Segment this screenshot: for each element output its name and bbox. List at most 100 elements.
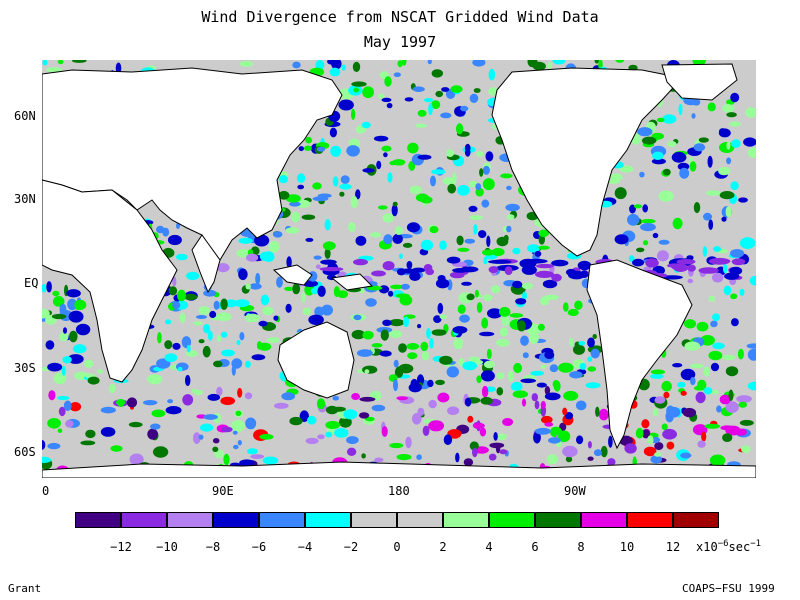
divergence-blob (540, 296, 550, 306)
colorbar-tick-label: −8 (205, 540, 221, 554)
divergence-blob (521, 398, 527, 407)
divergence-blob (481, 317, 489, 329)
divergence-blob (321, 304, 333, 316)
divergence-blob (128, 421, 143, 428)
divergence-blob (429, 226, 439, 234)
divergence-blob (317, 193, 332, 198)
divergence-blob (446, 149, 455, 157)
divergence-blob (736, 395, 752, 403)
divergence-blob (726, 141, 731, 150)
divergence-blob (213, 300, 220, 310)
divergence-blob (310, 287, 319, 295)
divergence-blob (483, 294, 493, 302)
itcz-blob (645, 258, 659, 268)
divergence-blob (67, 354, 84, 364)
divergence-blob (701, 431, 707, 442)
lat-label-30s: 30S (14, 361, 36, 375)
divergence-blob (562, 445, 578, 458)
colorbar-tick-label: −10 (156, 540, 178, 554)
divergence-blob (689, 161, 697, 172)
divergence-blob (398, 343, 407, 353)
divergence-blob (351, 329, 366, 340)
divergence-blob (433, 315, 442, 323)
divergence-blob (576, 435, 584, 445)
divergence-blob (358, 412, 370, 419)
divergence-blob (216, 335, 222, 342)
divergence-blob (374, 457, 384, 463)
colorbar-tick-label: 6 (531, 540, 539, 554)
divergence-blob (235, 410, 242, 416)
divergence-blob (435, 379, 445, 386)
divergence-blob (203, 289, 217, 297)
divergence-blob (195, 315, 208, 319)
divergence-blob (66, 289, 81, 298)
divergence-blob (512, 390, 528, 399)
land-south-america (586, 259, 693, 450)
divergence-blob (708, 219, 714, 230)
divergence-blob (501, 314, 510, 327)
divergence-blob (97, 369, 103, 374)
divergence-blob (220, 298, 228, 310)
divergence-blob (598, 408, 609, 421)
divergence-blob (330, 145, 342, 157)
divergence-blob (193, 321, 203, 326)
lat-label-30n: 30N (14, 192, 36, 206)
divergence-blob (658, 239, 670, 245)
divergence-blob (355, 189, 361, 200)
divergence-blob (357, 349, 373, 357)
divergence-blob (80, 440, 96, 446)
divergence-blob (150, 423, 161, 430)
divergence-blob (340, 175, 350, 184)
divergence-blob (198, 434, 204, 440)
divergence-blob (469, 441, 479, 451)
divergence-blob (615, 60, 625, 63)
divergence-blob (324, 248, 331, 259)
divergence-blob (587, 356, 593, 363)
divergence-blob (678, 103, 683, 116)
divergence-blob (389, 160, 397, 166)
divergence-blob (544, 422, 554, 427)
divergence-blob (481, 199, 490, 208)
divergence-blob (721, 216, 727, 222)
divergence-blob (361, 121, 371, 129)
land-india (191, 234, 221, 294)
divergence-blob (437, 392, 450, 403)
divergence-blob (739, 237, 756, 250)
divergence-blob (521, 282, 534, 290)
divergence-blob (431, 329, 447, 336)
divergence-blob (317, 285, 326, 297)
divergence-blob (749, 275, 756, 286)
divergence-blob (324, 219, 331, 231)
divergence-blob (176, 253, 188, 261)
divergence-blob (502, 418, 514, 426)
divergence-blob (403, 316, 410, 328)
divergence-blob (396, 396, 409, 401)
divergence-blob (563, 302, 569, 312)
divergence-blob (392, 233, 403, 244)
divergence-blob (325, 421, 341, 429)
divergence-blob (57, 60, 64, 65)
divergence-blob (493, 432, 498, 441)
divergence-blob (258, 320, 268, 327)
divergence-blob (353, 314, 362, 321)
divergence-blob (747, 381, 756, 391)
divergence-blob (359, 396, 376, 402)
divergence-blob (251, 354, 266, 361)
divergence-blob (69, 402, 82, 412)
divergence-blob (483, 256, 488, 265)
divergence-blob (447, 183, 457, 194)
divergence-blob (207, 393, 221, 401)
divergence-blob (624, 443, 637, 454)
divergence-blob (407, 142, 419, 154)
divergence-blob (329, 127, 337, 138)
divergence-blob (544, 392, 561, 401)
divergence-blob (672, 363, 683, 368)
map-title: Wind Divergence from NSCAT Gridded Wind … (201, 8, 599, 26)
divergence-blob (506, 225, 512, 233)
divergence-blob (236, 340, 241, 345)
divergence-blob (730, 181, 739, 191)
divergence-blob (587, 456, 594, 461)
itcz-blob (504, 266, 513, 276)
divergence-blob (452, 326, 468, 334)
divergence-blob (51, 313, 67, 320)
